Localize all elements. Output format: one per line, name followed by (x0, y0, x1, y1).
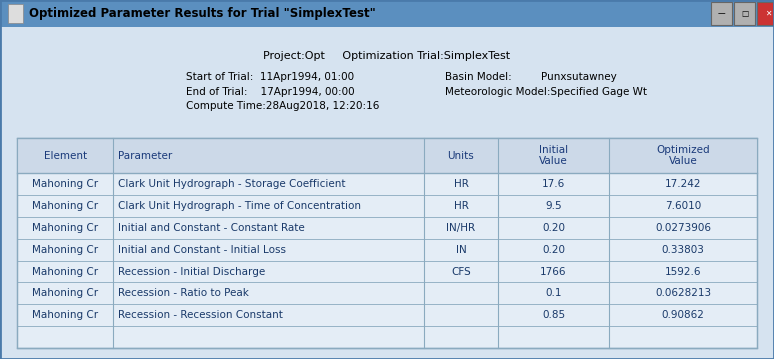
Text: 0.0273906: 0.0273906 (655, 223, 711, 233)
Text: 17.6: 17.6 (542, 179, 565, 189)
Text: 1592.6: 1592.6 (665, 266, 701, 276)
Text: —: — (717, 9, 725, 18)
Text: IN/HR: IN/HR (447, 223, 475, 233)
Text: 7.6010: 7.6010 (665, 201, 701, 211)
Text: IN: IN (456, 244, 467, 255)
Text: Units: Units (447, 150, 474, 160)
Text: Initial
Value: Initial Value (539, 145, 568, 166)
FancyBboxPatch shape (757, 2, 774, 25)
Text: Recession - Recession Constant: Recession - Recession Constant (118, 310, 283, 320)
Text: 0.33803: 0.33803 (662, 244, 704, 255)
Text: Mahoning Cr: Mahoning Cr (32, 179, 98, 189)
Text: Element: Element (43, 150, 87, 160)
Text: Clark Unit Hydrograph - Storage Coefficient: Clark Unit Hydrograph - Storage Coeffici… (118, 179, 345, 189)
Text: Optimized Parameter Results for Trial "SimplexTest": Optimized Parameter Results for Trial "S… (29, 7, 375, 20)
Text: Mahoning Cr: Mahoning Cr (32, 201, 98, 211)
Text: Mahoning Cr: Mahoning Cr (32, 244, 98, 255)
Text: Recession - Ratio to Peak: Recession - Ratio to Peak (118, 288, 248, 298)
Text: Project:Opt     Optimization Trial:SimplexTest: Project:Opt Optimization Trial:SimplexTe… (263, 51, 511, 61)
Text: End of Trial:    17Apr1994, 00:00: End of Trial: 17Apr1994, 00:00 (186, 87, 354, 97)
Text: HR: HR (454, 179, 468, 189)
FancyBboxPatch shape (8, 4, 23, 23)
Text: Clark Unit Hydrograph - Time of Concentration: Clark Unit Hydrograph - Time of Concentr… (118, 201, 361, 211)
Text: Initial and Constant - Constant Rate: Initial and Constant - Constant Rate (118, 223, 305, 233)
Text: 0.20: 0.20 (542, 223, 565, 233)
Text: 9.5: 9.5 (545, 201, 562, 211)
Text: Parameter: Parameter (118, 150, 172, 160)
Text: 0.85: 0.85 (542, 310, 565, 320)
Text: Start of Trial:  11Apr1994, 01:00: Start of Trial: 11Apr1994, 01:00 (186, 72, 354, 82)
FancyBboxPatch shape (711, 2, 732, 25)
FancyBboxPatch shape (17, 138, 757, 348)
FancyBboxPatch shape (734, 2, 755, 25)
Text: Mahoning Cr: Mahoning Cr (32, 266, 98, 276)
Text: Optimized
Value: Optimized Value (656, 145, 710, 166)
Text: ✕: ✕ (765, 9, 771, 18)
Text: 0.0628213: 0.0628213 (655, 288, 711, 298)
FancyBboxPatch shape (0, 27, 774, 359)
Text: 0.20: 0.20 (542, 244, 565, 255)
Text: HR: HR (454, 201, 468, 211)
Text: CFS: CFS (451, 266, 471, 276)
Text: Mahoning Cr: Mahoning Cr (32, 288, 98, 298)
Text: 17.242: 17.242 (665, 179, 701, 189)
Text: 0.1: 0.1 (545, 288, 562, 298)
Text: Basin Model:         Punxsutawney: Basin Model: Punxsutawney (445, 72, 617, 82)
Text: 1766: 1766 (540, 266, 567, 276)
Text: Recession - Initial Discharge: Recession - Initial Discharge (118, 266, 265, 276)
Text: □: □ (741, 9, 748, 18)
FancyBboxPatch shape (17, 138, 757, 173)
Text: Mahoning Cr: Mahoning Cr (32, 223, 98, 233)
FancyBboxPatch shape (0, 0, 774, 27)
Text: Initial and Constant - Initial Loss: Initial and Constant - Initial Loss (118, 244, 286, 255)
Text: 0.90862: 0.90862 (662, 310, 704, 320)
Text: Meteorologic Model:Specified Gage Wt: Meteorologic Model:Specified Gage Wt (445, 87, 647, 97)
Text: Mahoning Cr: Mahoning Cr (32, 310, 98, 320)
Text: Compute Time:28Aug2018, 12:20:16: Compute Time:28Aug2018, 12:20:16 (186, 101, 379, 111)
